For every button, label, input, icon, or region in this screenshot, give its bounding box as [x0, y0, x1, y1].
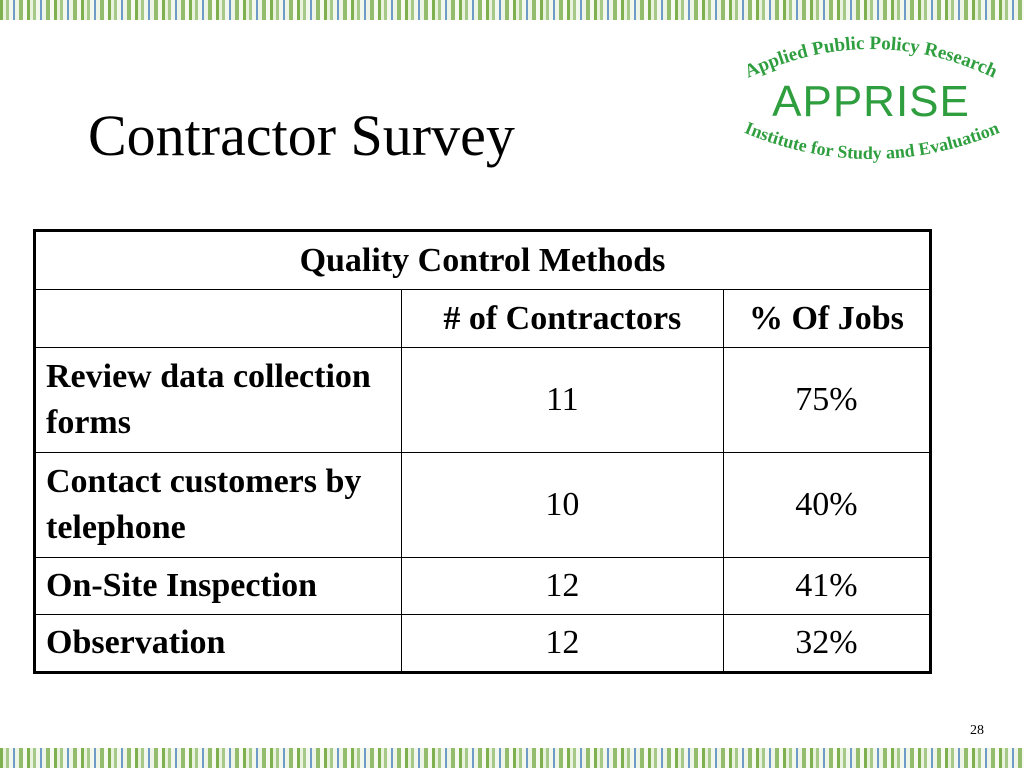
table-header-row: # of Contractors % Of Jobs [34, 289, 932, 348]
row-contractors-value: 12 [400, 614, 724, 673]
row-jobs-value: 41% [722, 557, 932, 615]
page-number: 28 [970, 723, 984, 738]
quality-control-table: Quality Control Methods # of Contractors… [33, 229, 932, 674]
svg-text:Applied Public Policy Research: Applied Public Policy Research [742, 33, 1001, 83]
column-header-method [34, 289, 402, 348]
table-row: Observation 12 32% [34, 614, 932, 673]
row-contractors-value: 11 [400, 347, 724, 453]
row-contractors-value: 12 [400, 557, 724, 615]
table-caption: Quality Control Methods [34, 230, 931, 290]
apprise-logo: Applied Public Policy Research APPRISE I… [726, 30, 1016, 180]
column-header-contractors: # of Contractors [400, 289, 724, 348]
table-row: Contact customers by telephone 10 40% [34, 452, 932, 558]
row-method-label: On-Site Inspection [34, 557, 402, 615]
table-caption-row: Quality Control Methods [34, 230, 931, 290]
table-row: Review data collection forms 11 75% [34, 347, 932, 453]
row-jobs-value: 75% [722, 347, 932, 453]
row-method-label: Contact customers by telephone [34, 452, 402, 558]
row-jobs-value: 32% [722, 614, 932, 673]
row-method-label: Observation [34, 614, 402, 673]
logo-top-text: Applied Public Policy Research [742, 33, 1001, 83]
slide-title: Contractor Survey [88, 103, 515, 168]
row-contractors-value: 10 [400, 452, 724, 558]
table-row: On-Site Inspection 12 41% [34, 557, 932, 615]
bottom-decorative-border [0, 748, 1024, 768]
logo-main-text: APPRISE [772, 77, 970, 126]
row-method-label: Review data collection forms [34, 347, 402, 453]
row-jobs-value: 40% [722, 452, 932, 558]
top-decorative-border [0, 0, 1024, 20]
column-header-jobs: % Of Jobs [722, 289, 932, 348]
